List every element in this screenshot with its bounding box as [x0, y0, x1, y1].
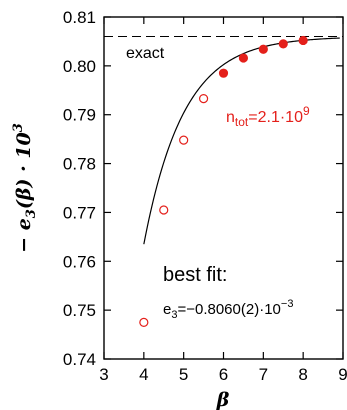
x-tick-label: 7 [259, 365, 268, 384]
ntot-value: =2.1·10 [248, 109, 303, 126]
data-point-open [198, 93, 209, 104]
x-axis-title: β [216, 389, 230, 410]
exact-label: exact [126, 45, 165, 62]
y-tick-label: 0.80 [63, 57, 96, 76]
y-title-exp: 3 [11, 123, 26, 132]
fit-curve [143, 37, 340, 245]
y-title-base: 10 [13, 132, 35, 158]
fit-label-line2: e3=−0.8060(2)·10−3 [163, 298, 293, 321]
y-title-e: e [13, 218, 35, 230]
x-tick-label: 8 [298, 365, 307, 384]
y-tick-label: 0.75 [63, 301, 96, 320]
data-point-filled [218, 68, 229, 78]
data-point-open [179, 135, 189, 145]
data-point-open [139, 317, 149, 327]
y-title-arg: (β) [13, 179, 35, 210]
x-tick-label: 5 [179, 365, 188, 384]
y-title-sub: 3 [24, 209, 39, 218]
ntot-n: n [226, 109, 235, 126]
x-tick-label: 9 [338, 365, 347, 384]
data-point-filled [278, 39, 288, 49]
y-tick-label: 0.81 [63, 8, 96, 27]
ntot-exp: 9 [303, 104, 310, 118]
fit-label-line1: best fit: [163, 264, 227, 286]
y-title-minus: − [13, 237, 35, 253]
ntot-sub: tot [235, 115, 249, 129]
y-tick-label: 0.76 [63, 252, 96, 271]
y-tick-label: 0.79 [63, 106, 96, 125]
y-title-dot: · [13, 159, 35, 179]
y-tick-label: 0.74 [63, 350, 96, 369]
y-title-space [13, 230, 35, 237]
y-tick-label: 0.78 [63, 155, 96, 174]
x-tick-label: 6 [219, 365, 228, 384]
data-point-filled [298, 35, 308, 46]
fit-exp: −3 [281, 298, 294, 310]
ntot-label: ntot=2.1·109 [226, 104, 310, 129]
fit-e: e [163, 301, 171, 318]
fit-value: =−0.8060(2)·10 [177, 301, 280, 318]
y-tick-label: 0.77 [63, 203, 96, 222]
y-axis-title: − e3(β) · 103 [11, 123, 39, 253]
fit-sub: 3 [171, 309, 177, 321]
x-tick-label: 3 [99, 365, 108, 384]
data-point-filled [258, 44, 268, 54]
data-point-filled [238, 53, 249, 63]
data-point-open [159, 205, 169, 215]
x-tick-label: 4 [139, 365, 148, 384]
